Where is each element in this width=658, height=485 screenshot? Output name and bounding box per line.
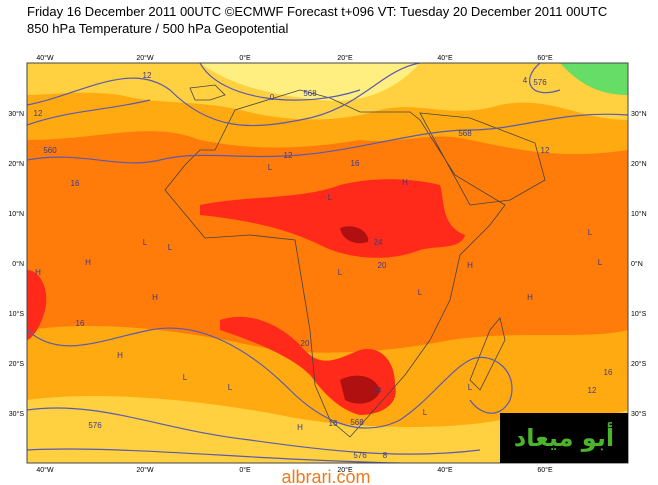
contour-label: 12 (284, 151, 293, 160)
pressure-mark: L (418, 288, 423, 297)
pressure-mark: H (35, 268, 41, 277)
pressure-mark: L (338, 268, 343, 277)
latitude-label: 30°N (8, 110, 24, 118)
pressure-mark: L (168, 243, 173, 252)
pressure-mark: L (183, 373, 188, 382)
latitude-label: 20°S (9, 360, 25, 368)
watermark: albrari.com (281, 467, 370, 485)
pressure-mark: H (297, 423, 303, 432)
contour-label: 568 (350, 418, 364, 427)
longitude-label: 40°W (36, 466, 54, 474)
pressure-mark: L (143, 238, 148, 247)
contour-label: 12 (143, 71, 152, 80)
contour-label: 4 (523, 76, 528, 85)
longitude-label: 20°W (136, 466, 154, 474)
contour-label: 568 (458, 129, 472, 138)
contour-label: 8 (383, 451, 388, 460)
contour-label: 16 (351, 159, 360, 168)
contour-label: 16 (76, 319, 85, 328)
contour-label: 16 (71, 179, 80, 188)
latitude-label: 0°N (12, 260, 24, 268)
pressure-mark: L (468, 383, 473, 392)
contour-label: 576 (353, 451, 367, 460)
pressure-mark: H (152, 293, 158, 302)
latitude-label: 10°N (631, 210, 647, 218)
pressure-mark: H (117, 351, 123, 360)
longitude-label: 0°E (239, 466, 251, 474)
latitude-label: 10°S (9, 310, 25, 318)
latitude-label: 30°S (631, 410, 647, 418)
longitude-label: 40°E (437, 466, 453, 474)
latitude-label: 20°N (8, 160, 24, 168)
longitude-label: 0°E (239, 54, 251, 62)
longitude-label: 40°E (437, 54, 453, 62)
latitude-label: 20°S (631, 360, 647, 368)
pressure-mark: L (588, 228, 593, 237)
header-line2: 850 hPa Temperature / 500 hPa Geopotenti… (27, 21, 289, 36)
contour-label: 16 (329, 419, 338, 428)
contour-label: 12 (34, 109, 43, 118)
pressure-mark: H (527, 293, 533, 302)
latitude-label: 30°N (631, 110, 647, 118)
latitude-label: 20°N (631, 160, 647, 168)
latitude-label: 10°N (8, 210, 24, 218)
pressure-mark: L (598, 258, 603, 267)
contour-label: 12 (541, 146, 550, 155)
longitude-label: 20°W (136, 54, 154, 62)
longitude-label: 20°E (337, 54, 353, 62)
latitude-label: 0°N (631, 260, 643, 268)
contour-label: 24 (373, 386, 382, 395)
map-field (27, 63, 628, 463)
pressure-mark: H (467, 261, 473, 270)
latitude-label: 10°S (631, 310, 647, 318)
pressure-mark: L (268, 163, 273, 172)
contour-label: 576 (88, 421, 102, 430)
contour-label: 20 (301, 339, 310, 348)
longitude-label: 60°E (537, 466, 553, 474)
contour-label: 12 (588, 386, 597, 395)
latitude-label: 30°S (9, 410, 25, 418)
pressure-mark: L (328, 193, 333, 202)
contour-label: 568 (303, 89, 317, 98)
header-line1: Friday 16 December 2011 00UTC ©ECMWF For… (27, 4, 607, 19)
contour-label: 20 (378, 261, 387, 270)
pressure-mark: H (85, 258, 91, 267)
longitude-label: 40°W (36, 54, 54, 62)
contour-label: 24 (374, 238, 383, 247)
pressure-mark: H (402, 178, 408, 187)
pressure-mark: L (228, 383, 233, 392)
contour-label: 576 (533, 78, 547, 87)
logo: أبو ميعاد (514, 422, 614, 452)
longitude-label: 20°E (337, 466, 353, 474)
longitude-label: 60°E (537, 54, 553, 62)
logo-box (500, 413, 628, 463)
contour-label: 560 (43, 146, 57, 155)
pressure-mark: L (423, 408, 428, 417)
contour-label: 0 (270, 93, 275, 102)
contour-label: 16 (604, 368, 613, 377)
